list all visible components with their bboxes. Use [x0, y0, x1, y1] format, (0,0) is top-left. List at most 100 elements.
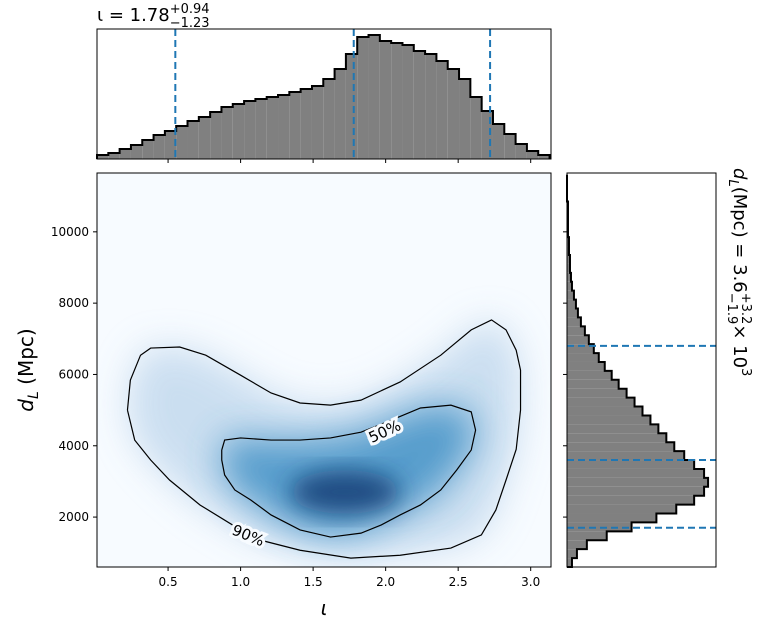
histogram-bar [567, 540, 587, 550]
histogram-bar [567, 335, 589, 345]
histogram-bar [567, 361, 605, 371]
histogram-bar [108, 153, 120, 159]
histogram-bar [567, 406, 643, 416]
histogram-bar [567, 317, 581, 327]
histogram-bar [481, 111, 493, 159]
histogram-bar [567, 290, 574, 300]
title-part: +0.94 [170, 2, 210, 17]
histogram-bar [244, 101, 256, 159]
histogram-bar [391, 43, 403, 159]
histogram-bar [221, 107, 233, 159]
title-part: × 10 [729, 324, 750, 368]
histogram-bar [119, 149, 131, 159]
histogram-bar [379, 41, 392, 159]
x-tick-label: 1.5 [304, 575, 323, 589]
title-part: ι = 1.78 [97, 5, 170, 26]
histogram-bar [567, 549, 577, 559]
contour-line [126, 319, 522, 559]
histogram-bar [300, 89, 312, 159]
x-tick-label: 2.5 [449, 575, 468, 589]
histogram-bar [567, 460, 695, 469]
panel-frame [96, 28, 552, 160]
histogram-bar [567, 299, 576, 309]
histogram-bar [567, 308, 578, 318]
histogram-bar [538, 155, 550, 159]
title-part: +3.2 [738, 293, 753, 325]
histogram-bar [567, 388, 627, 398]
y-axis-label-part: d [14, 399, 38, 412]
histogram-bar [323, 79, 335, 159]
title-part: (Mpc) = 3.6 [729, 187, 750, 293]
title-part: d [729, 168, 750, 180]
histogram-bar [413, 51, 426, 159]
histogram-bar [567, 477, 709, 487]
title-part: 3 [738, 368, 753, 376]
histogram-bar [334, 69, 346, 159]
histogram-bar [470, 97, 482, 159]
histogram-bar [567, 370, 612, 380]
panel-frame [566, 172, 717, 568]
histogram-bar [567, 415, 651, 425]
histogram-bar [425, 54, 437, 159]
histogram-bar [567, 522, 632, 532]
y-axis-label-part: (Mpc) [14, 328, 38, 391]
x-tick-label: 2.0 [376, 575, 395, 589]
y-tick-label: 10000 [51, 225, 89, 239]
y-tick-label: 4000 [58, 439, 89, 453]
histogram-bar [345, 54, 358, 159]
histogram-bar [255, 99, 267, 159]
histogram-bar [567, 486, 705, 496]
histogram-bar [567, 531, 607, 541]
histogram-bar [567, 353, 599, 362]
histogram-bar [97, 155, 109, 159]
histogram-bar [198, 117, 211, 159]
y-tick-label: 6000 [58, 367, 89, 381]
histogram-bar [232, 104, 245, 159]
y-tick-label: 2000 [58, 510, 89, 524]
histogram-bar [567, 513, 657, 523]
right-title: dL (Mpc) = 3.6+3.2−1.9 × 103 [724, 168, 753, 376]
histogram-bar [526, 151, 539, 159]
histogram-bar [567, 451, 685, 461]
histogram-bar [567, 281, 572, 291]
y-axis-label-text: dL (Mpc) [14, 328, 42, 411]
histogram-bar [142, 140, 154, 159]
histogram-bar [567, 442, 675, 452]
title-part: −1.9 [724, 293, 739, 325]
y-tick-label: 8000 [58, 296, 89, 310]
histogram-bar [210, 112, 222, 159]
histogram-bar [567, 379, 619, 389]
histogram-bar [567, 558, 572, 567]
x-tick-label: 3.0 [521, 575, 540, 589]
title-part: −1.23 [170, 16, 210, 31]
histogram-bar [567, 397, 635, 407]
histogram-bar [567, 272, 571, 282]
histogram-bar [153, 135, 165, 159]
x-tick-label: 0.5 [159, 575, 178, 589]
y-axis-label: dL (Mpc) [14, 328, 42, 411]
histogram-bar [567, 255, 570, 264]
histogram-bar [567, 433, 667, 443]
histogram-bar [130, 145, 143, 159]
histogram-bar [567, 424, 659, 434]
histogram-bar [447, 69, 460, 159]
top-title: ι = 1.78 +0.94−1.23 [97, 2, 210, 31]
y-axis-label-part: L [26, 391, 42, 399]
histogram-bar [164, 131, 177, 159]
histogram-bar [567, 495, 695, 505]
histogram-bar [289, 92, 301, 159]
histogram-bar [567, 326, 585, 336]
histogram-bar [311, 86, 324, 159]
title-part: L [725, 179, 740, 186]
histogram-bar [368, 35, 380, 159]
panel-frame [96, 172, 552, 568]
histogram-bar [567, 263, 570, 273]
histogram-bar [567, 344, 594, 354]
histogram-outline [96, 34, 551, 159]
histogram-bar [459, 79, 471, 159]
density-core [290, 470, 400, 514]
histogram-bar [436, 61, 448, 159]
histogram-bar [492, 124, 505, 159]
histogram-bar [567, 468, 705, 478]
